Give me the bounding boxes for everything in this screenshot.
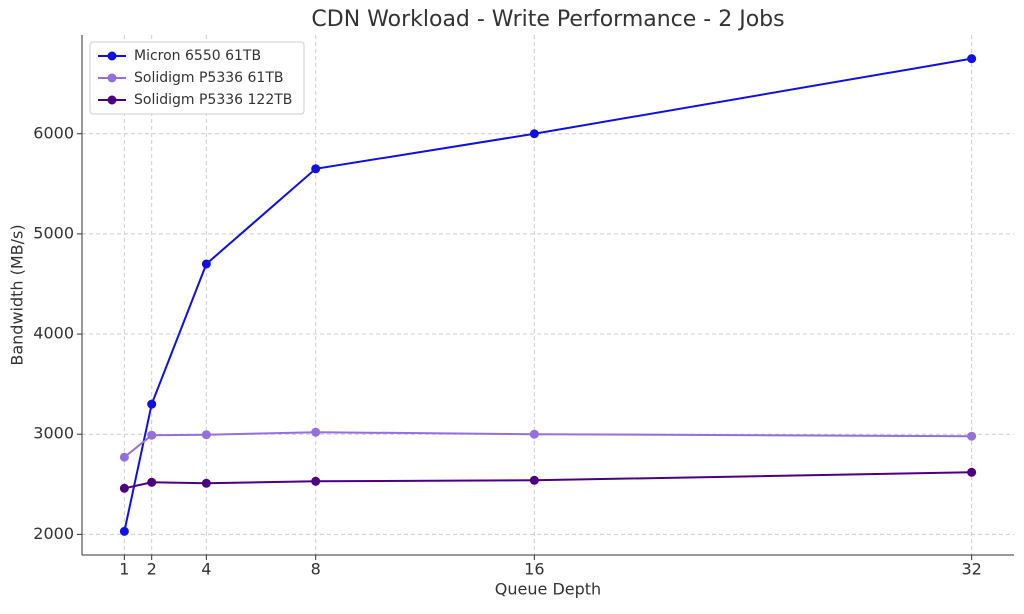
data-point [201, 478, 211, 488]
data-point [311, 164, 321, 174]
data-point [967, 431, 977, 441]
series-line [123, 431, 972, 459]
chart-title: CDN Workload - Write Performance - 2 Job… [311, 7, 784, 32]
x-tick-label: 4 [201, 560, 211, 579]
x-axis-label: Queue Depth [495, 580, 601, 599]
data-point [311, 476, 321, 486]
series-line [123, 57, 972, 532]
x-tick-label: 8 [311, 560, 321, 579]
legend-label: Solidigm P5336 61TB [134, 70, 283, 86]
data-point [119, 483, 129, 493]
data-point [967, 467, 977, 477]
data-point [967, 54, 977, 64]
series-line [124, 471, 972, 490]
legend: Micron 6550 61TB Solidigm P5336 61TB Solid… [89, 41, 305, 115]
data-point [311, 427, 321, 437]
data-point [147, 399, 157, 409]
data-point [529, 475, 539, 485]
legend-marker [107, 73, 117, 83]
data-point [147, 430, 157, 440]
x-tick-label: 32 [961, 560, 981, 579]
data-point [529, 429, 539, 439]
y-tick-label: 3000 [33, 424, 74, 443]
y-axis-label: Bandwidth (MB/s) [8, 224, 27, 365]
y-tick-label: 2000 [33, 524, 74, 543]
data-point [119, 526, 129, 536]
y-tick-label: 6000 [33, 123, 74, 142]
y-tick-label: 4000 [33, 324, 74, 343]
data-point [147, 477, 157, 487]
legend-label: Micron 6550 61TB [134, 48, 261, 64]
data-point [119, 452, 129, 462]
data-point [529, 129, 539, 139]
legend-marker [107, 51, 117, 61]
y-tick-label: 5000 [33, 223, 74, 242]
legend-box [89, 41, 305, 115]
data-point [201, 430, 211, 440]
legend-label: Solidigm P5336 122TB [134, 92, 292, 108]
data-point [201, 259, 211, 269]
x-tick-label: 16 [524, 560, 544, 579]
x-tick-label: 2 [147, 560, 157, 579]
x-tick-label: 1 [119, 560, 129, 579]
legend-marker [107, 95, 117, 105]
